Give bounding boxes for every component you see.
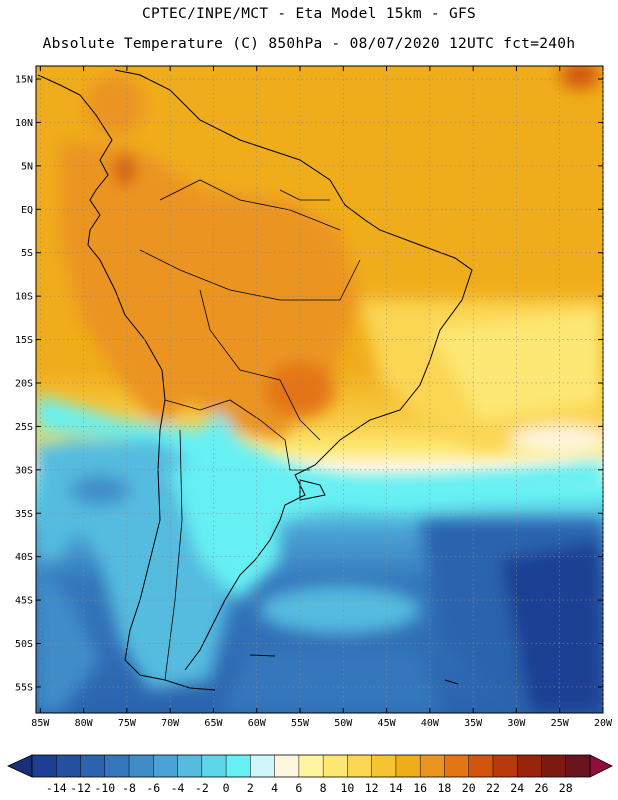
lat-tick-label: 15N bbox=[15, 75, 33, 86]
colorbar-swatch bbox=[274, 755, 300, 777]
colorbar-swatch bbox=[517, 755, 542, 777]
colorbar-swatch bbox=[129, 755, 154, 777]
colorbar-swatch bbox=[395, 755, 421, 777]
lat-tick-label: 10S bbox=[15, 292, 33, 303]
colorbar-label: -4 bbox=[171, 781, 185, 795]
colorbar-swatch bbox=[226, 755, 251, 777]
colorbar-label: 14 bbox=[389, 781, 403, 795]
colorbar-label: 0 bbox=[223, 781, 230, 795]
lat-tick-label: 50S bbox=[15, 639, 33, 650]
lon-tick-label: 60W bbox=[248, 718, 267, 729]
colorbar-swatch bbox=[444, 755, 470, 777]
south-georgia bbox=[444, 679, 459, 685]
lat-tick-label: 40S bbox=[15, 552, 33, 563]
colorbar-label: 8 bbox=[320, 781, 327, 795]
colorbar-swatch bbox=[298, 755, 324, 777]
colorbar-label: 12 bbox=[365, 781, 379, 795]
lat-tick-label: 30S bbox=[15, 465, 33, 476]
lon-tick-label: 45W bbox=[378, 718, 397, 729]
colorbar-swatch bbox=[371, 755, 397, 777]
colorbar-label: 2 bbox=[247, 781, 254, 795]
colorbar-label: -8 bbox=[122, 781, 136, 795]
lat-tick-label: 10N bbox=[15, 118, 33, 129]
colorbar-swatch bbox=[323, 755, 348, 777]
colorbar-swatch bbox=[177, 755, 203, 777]
lon-tick-label: 40W bbox=[421, 718, 440, 729]
colorbar-swatch bbox=[565, 755, 591, 777]
colorbar-swatch bbox=[468, 755, 494, 777]
lon-tick-label: 80W bbox=[75, 718, 94, 729]
coastlines bbox=[37, 69, 473, 691]
colorbar-label: 28 bbox=[559, 781, 573, 795]
colorbar-swatch bbox=[201, 755, 227, 777]
lon-tick-label: 85W bbox=[31, 718, 50, 729]
lat-tick-label: 45S bbox=[15, 596, 33, 607]
colorbar-label: 10 bbox=[340, 781, 354, 795]
lon-tick-label: 55W bbox=[291, 718, 310, 729]
colorbar-frame bbox=[31, 754, 591, 778]
colorbar-swatch bbox=[32, 755, 57, 777]
colorbar-label: 16 bbox=[413, 781, 427, 795]
lon-tick-label: 50W bbox=[334, 718, 353, 729]
colorbar-high-arrow bbox=[589, 754, 613, 778]
colorbar-swatch bbox=[104, 755, 130, 777]
colorbar-label: -12 bbox=[70, 781, 91, 795]
map-axes: 15N 10N 5N EQ 5S 10S 15S 20S 25S 30S 35S 40S 45S 50S 5… bbox=[15, 66, 613, 729]
colorbar-swatch bbox=[250, 755, 276, 777]
colorbar-swatch bbox=[153, 755, 178, 777]
colorbar-label: 6 bbox=[295, 781, 302, 795]
chart-title-line1: CPTEC/INPE/MCT - Eta Model 15km - GFS bbox=[141, 6, 477, 22]
lat-tick-label: 5N bbox=[21, 161, 33, 172]
colorbar-label: -2 bbox=[195, 781, 209, 795]
colorbar: -14 -12 -10 -8 -6 -4 -2 0 2 4 6 8 10 12 14 16 18 20 22 24 26… bbox=[7, 754, 613, 795]
colorbar-swatch bbox=[80, 755, 106, 777]
colorbar-swatch bbox=[541, 755, 567, 777]
colorbar-label: 4 bbox=[271, 781, 278, 795]
colorbar-label: 24 bbox=[510, 781, 524, 795]
map-frame bbox=[35, 65, 604, 714]
lat-tick-label: 20S bbox=[15, 378, 33, 389]
colorbar-label: 18 bbox=[438, 781, 452, 795]
temperature-field bbox=[36, 66, 603, 713]
lon-tick-label: 75W bbox=[118, 718, 137, 729]
colorbar-label: 22 bbox=[486, 781, 500, 795]
lat-tick-label: 35S bbox=[15, 509, 33, 520]
falklands bbox=[249, 654, 276, 657]
colorbar-low-arrow bbox=[7, 754, 33, 778]
chart-title-line2: Absolute Temperature (C) 850hPa - 08/07/… bbox=[42, 36, 576, 52]
lat-tick-label: 55S bbox=[15, 682, 33, 693]
lat-tick-label: 25S bbox=[15, 422, 33, 433]
lon-tick-label: 35W bbox=[464, 718, 483, 729]
lat-tick-label: 15S bbox=[15, 335, 33, 346]
colorbar-label: -6 bbox=[146, 781, 160, 795]
colorbar-swatch bbox=[420, 755, 445, 777]
lat-tick-label: 5S bbox=[21, 248, 33, 259]
graticule bbox=[36, 66, 604, 713]
lat-tick-label: EQ bbox=[21, 205, 33, 216]
lon-tick-label: 30W bbox=[507, 718, 526, 729]
colorbar-label: 20 bbox=[462, 781, 476, 795]
rio-de-la-plata bbox=[299, 479, 326, 501]
colorbar-swatch bbox=[492, 755, 518, 777]
lon-tick-label: 25W bbox=[551, 718, 570, 729]
lon-tick-label: 20W bbox=[594, 718, 613, 729]
colorbar-label: -14 bbox=[46, 781, 67, 795]
colorbar-swatch bbox=[56, 755, 81, 777]
colorbar-label: -10 bbox=[94, 781, 115, 795]
pacific-coastline bbox=[37, 74, 216, 691]
lon-tick-label: 65W bbox=[204, 718, 223, 729]
colorbar-swatch bbox=[347, 755, 373, 777]
lon-tick-label: 70W bbox=[161, 718, 180, 729]
atlantic-coastline bbox=[114, 69, 473, 671]
colorbar-label: 26 bbox=[535, 781, 549, 795]
